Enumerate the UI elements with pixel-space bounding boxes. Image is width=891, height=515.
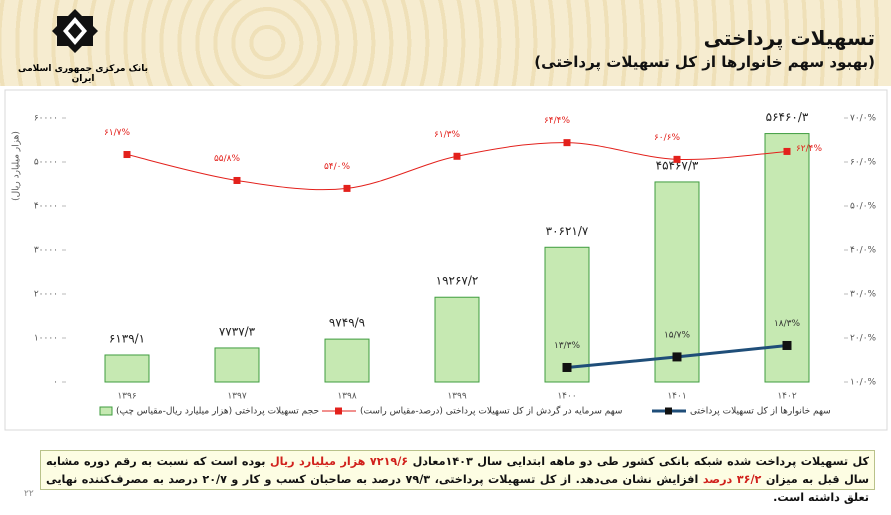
point xyxy=(783,147,791,155)
page-number: ۲۲ xyxy=(24,489,34,499)
y-tick-label: ۲۰۰۰۰ xyxy=(34,290,58,300)
y-tick-label: ۰ xyxy=(53,378,58,388)
y2-tick-label: ۴۰/۰% xyxy=(850,246,877,256)
bar xyxy=(104,354,150,383)
point xyxy=(782,340,792,350)
point-value-label: ۶۰/۶% xyxy=(654,133,681,143)
chart-frame xyxy=(4,89,888,431)
header: بانک مرکزی جمهوری اسلامی ایران تسهیلات پ… xyxy=(0,0,891,86)
logo-text: بانک مرکزی جمهوری اسلامی ایران xyxy=(18,64,148,84)
x-tick-label: ۱۴۰۲ xyxy=(777,392,797,402)
point xyxy=(563,139,571,147)
legend-swatch xyxy=(335,407,342,415)
point-value-label: ۱۳/۳% xyxy=(554,341,581,351)
x-tick-label: ۱۳۹۸ xyxy=(337,392,357,402)
bar-value-label: ۹۷۴۹/۹ xyxy=(329,316,365,330)
logo xyxy=(52,9,98,53)
bar-value-label: ۵۶۴۶۰/۳ xyxy=(766,110,809,124)
bar-value-label: ۱۹۲۶۷/۲ xyxy=(436,274,479,288)
point-value-label: ۱۵/۷% xyxy=(664,330,691,340)
subtitle: (بهبود سهم خانوارها از کل تسهیلات پرداخت… xyxy=(534,53,875,71)
x-tick-label: ۱۴۰۱ xyxy=(667,392,686,402)
legend-swatch xyxy=(99,406,113,416)
note-text: افزایش نشان می‌دهد. از کل تسهیلات پرداخت… xyxy=(46,473,869,504)
y2-tick-label: ۷۰/۰% xyxy=(850,114,877,124)
point-value-label: ۱۸/۳% xyxy=(774,319,801,329)
title: تسهیلات پرداختی xyxy=(703,26,875,50)
point-value-label: ۵۵/۸% xyxy=(214,154,241,164)
y2-tick-label: ۲۰/۰% xyxy=(850,334,877,344)
bar-value-label: ۶۱۳۹/۱ xyxy=(109,331,145,345)
y-tick-label: ۳۰۰۰۰ xyxy=(34,246,58,256)
note-highlight: ۳۶/۲ درصد xyxy=(702,473,762,486)
bar xyxy=(654,181,700,383)
legend-swatch xyxy=(665,407,672,415)
bar xyxy=(214,347,260,383)
legend-label: سهم سرمایه در گردش از کل تسهیلات پرداختی… xyxy=(360,405,622,417)
y-tick-label: ۶۰۰۰۰ xyxy=(34,114,58,124)
legend-label: سهم خانوارها از کل تسهیلات پرداختی xyxy=(690,407,831,417)
y-tick-label: ۵۰۰۰۰ xyxy=(34,158,58,168)
y2-tick-label: ۱۰/۰% xyxy=(850,378,877,388)
x-tick-label: ۱۳۹۷ xyxy=(227,392,247,402)
y2-tick-label: ۵۰/۰% xyxy=(850,202,877,212)
bar-value-label: ۷۷۳۷/۳ xyxy=(219,324,256,338)
point xyxy=(123,151,131,159)
point-value-label: ۶۲/۴% xyxy=(796,144,823,154)
y2-tick-label: ۶۰/۰% xyxy=(850,158,877,168)
point-value-label: ۶۱/۷% xyxy=(104,128,131,138)
point xyxy=(233,176,241,184)
y-tick-label: ۴۰۰۰۰ xyxy=(34,202,58,212)
point xyxy=(562,362,572,372)
point-value-label: ۶۱/۳% xyxy=(434,130,461,140)
point xyxy=(673,155,681,163)
point xyxy=(453,152,461,160)
x-tick-label: ۱۳۹۹ xyxy=(447,392,467,402)
note: کل تسهیلات پرداخت شده شبکه بانکی کشور طی… xyxy=(40,450,875,504)
bar-value-label: ۳۰۶۲۱/۷ xyxy=(546,224,589,238)
bar-value-label: ۴۵۴۶۷/۳ xyxy=(656,158,699,172)
point xyxy=(672,352,682,362)
y-axis-label: (هزار میلیارد ریال) xyxy=(12,131,22,201)
point xyxy=(343,184,351,192)
y2-tick-label: ۳۰/۰% xyxy=(850,290,877,300)
chart: (هزار میلیارد ریال) ۰ ۱۰۰۰۰ ۲۰۰۰۰ ۳۰۰۰۰ ۴۰۰۰… xyxy=(4,89,888,431)
bar xyxy=(764,133,810,383)
x-tick-label: ۱۳۹۶ xyxy=(117,392,137,402)
note-highlight: ۷۲۱۹/۶ هزار میلیارد ریال xyxy=(269,455,409,468)
legend-label: حجم تسهیلات پرداختی (هزار میلیارد ریال-م… xyxy=(116,407,319,417)
bar xyxy=(544,246,590,383)
point-value-label: ۶۴/۴% xyxy=(544,116,571,126)
bar xyxy=(324,338,370,383)
bar xyxy=(434,296,480,383)
point-value-label: ۵۴/۰% xyxy=(324,162,351,172)
y-tick-label: ۱۰۰۰۰ xyxy=(34,334,58,344)
note-text: کل تسهیلات پرداخت شده شبکه بانکی کشور طی… xyxy=(408,455,869,468)
x-tick-label: ۱۴۰۰ xyxy=(557,392,576,402)
note-text: بوده است که نسبت به رقم دوره مشابه سال ق… xyxy=(46,455,869,486)
